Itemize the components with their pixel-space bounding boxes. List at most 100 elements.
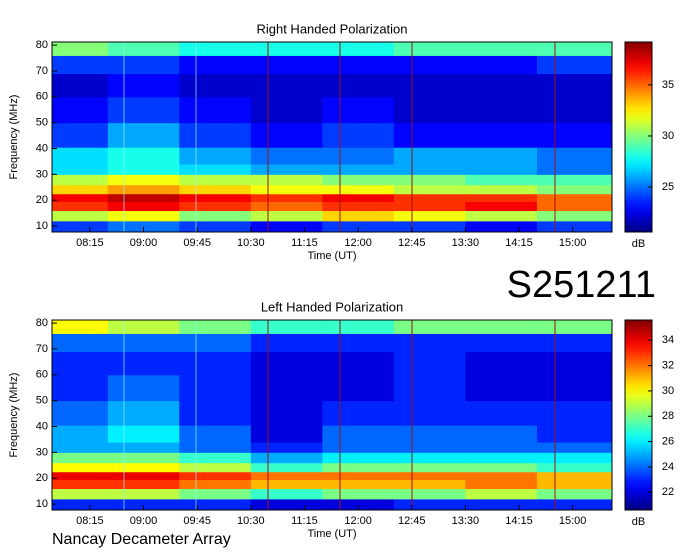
heatmap-cell (536, 184, 613, 195)
heatmap-cell (52, 374, 109, 402)
heatmap-cell (322, 42, 395, 56)
heatmap-cell (393, 184, 466, 195)
y-tick-label: 20 (36, 194, 48, 206)
heatmap-cell (107, 96, 180, 124)
heatmap-cell (322, 73, 395, 98)
heatmap-cell (107, 488, 180, 500)
heatmap-cell (465, 442, 538, 453)
heatmap-cell (250, 147, 323, 165)
heatmap-cell (536, 442, 613, 453)
heatmap-cell (179, 210, 252, 222)
y-tick-label: 50 (36, 117, 48, 129)
heatmap-cell (536, 333, 613, 353)
heatmap-cell (250, 374, 323, 402)
heatmap-cell (536, 174, 613, 186)
y-axis-label: Frequency (MHz) (8, 373, 20, 458)
heatmap-cell (52, 164, 109, 175)
x-tick-label: 11:15 (291, 237, 318, 249)
heatmap-cell (393, 210, 466, 222)
heatmap-cell (250, 462, 323, 473)
heatmap-cell (179, 320, 252, 334)
heatmap-cell (393, 174, 466, 186)
heatmap-cell (52, 442, 109, 453)
heatmap-cell (107, 184, 180, 195)
heatmap-cell (536, 193, 613, 202)
x-tick-label: 12:45 (398, 515, 426, 527)
heatmap-cell (250, 96, 323, 124)
y-tick-label: 10 (36, 498, 48, 510)
heatmap-cell (179, 147, 252, 165)
heatmap-cell (465, 479, 538, 490)
heatmap-cell (179, 452, 252, 464)
heatmap-cell (322, 220, 395, 233)
heatmap-cell (393, 442, 466, 453)
x-tick-label: 11:15 (291, 515, 318, 527)
colorbar-tick-label: 34 (662, 334, 674, 346)
heatmap-cell (322, 374, 395, 402)
heatmap-cell (107, 442, 180, 453)
x-tick-label: 15:00 (559, 237, 587, 249)
x-tick-label: 15:00 (559, 515, 587, 527)
colorbar-tick-label: 30 (662, 130, 674, 142)
heatmap-cell (179, 201, 252, 212)
heatmap-cell (322, 498, 395, 511)
x-tick-label: 14:15 (505, 515, 533, 527)
heatmap-cell (322, 351, 395, 376)
colorbar (624, 319, 653, 511)
colorbar (624, 41, 653, 233)
heatmap-cell (322, 320, 395, 334)
y-tick-label: 40 (36, 142, 48, 154)
heatmap-cell (393, 479, 466, 490)
heatmap-cell (52, 73, 109, 98)
heatmap-cell (107, 320, 180, 334)
heatmap-cell (179, 174, 252, 186)
y-tick-label: 50 (36, 395, 48, 407)
heatmap-cell (536, 147, 613, 165)
heatmap-cell (536, 122, 613, 148)
heatmap-cell (107, 174, 180, 186)
heatmap-cell (393, 351, 466, 376)
heatmap-cell (393, 55, 466, 75)
heatmap-cell (465, 452, 538, 464)
heatmap-cell (179, 479, 252, 490)
colorbar-tick-label: 24 (662, 461, 674, 473)
x-tick-label: 14:15 (505, 237, 533, 249)
chart-title: Right Handed Polarization (256, 21, 407, 36)
heatmap-cell (393, 498, 466, 511)
heatmap-cell (393, 201, 466, 212)
heatmap-cell (322, 96, 395, 124)
colorbar-tick-label: 32 (662, 360, 674, 372)
colorbar-label: dB (632, 238, 645, 250)
heatmap-cell (322, 210, 395, 222)
heatmap-cell (393, 122, 466, 148)
x-tick-label: 12:00 (344, 515, 372, 527)
heatmap-cell (536, 42, 613, 56)
y-tick-label: 80 (36, 317, 48, 329)
heatmap-cell (536, 164, 613, 175)
heatmap-cell (536, 452, 613, 464)
x-tick-label: 09:45 (183, 515, 211, 527)
heatmap-cell (250, 498, 323, 511)
heatmap-cell (465, 425, 538, 443)
heatmap-cell (52, 210, 109, 222)
y-tick-label: 80 (36, 39, 48, 51)
y-tick-label: 10 (36, 220, 48, 232)
heatmap-cell (465, 147, 538, 165)
heatmap-cell (465, 184, 538, 195)
heatmap-cell (179, 220, 252, 233)
heatmap-cell (322, 488, 395, 500)
x-tick-label: 09:00 (130, 515, 158, 527)
heatmap-cell (322, 425, 395, 443)
colorbar-tick-label: 35 (662, 79, 674, 91)
heatmap-cell (322, 55, 395, 75)
footer: Nancay Decameter Array (52, 531, 231, 548)
heatmap-cell (250, 471, 323, 480)
heatmap-cell (322, 333, 395, 353)
heatmap-cell (179, 96, 252, 124)
y-tick-label: 60 (36, 369, 48, 381)
heatmap-cell (52, 55, 109, 75)
heatmap-cell (322, 452, 395, 464)
heatmap-cell (107, 201, 180, 212)
heatmap-cell (107, 42, 180, 56)
colorbar-tick-label: 25 (662, 181, 674, 193)
